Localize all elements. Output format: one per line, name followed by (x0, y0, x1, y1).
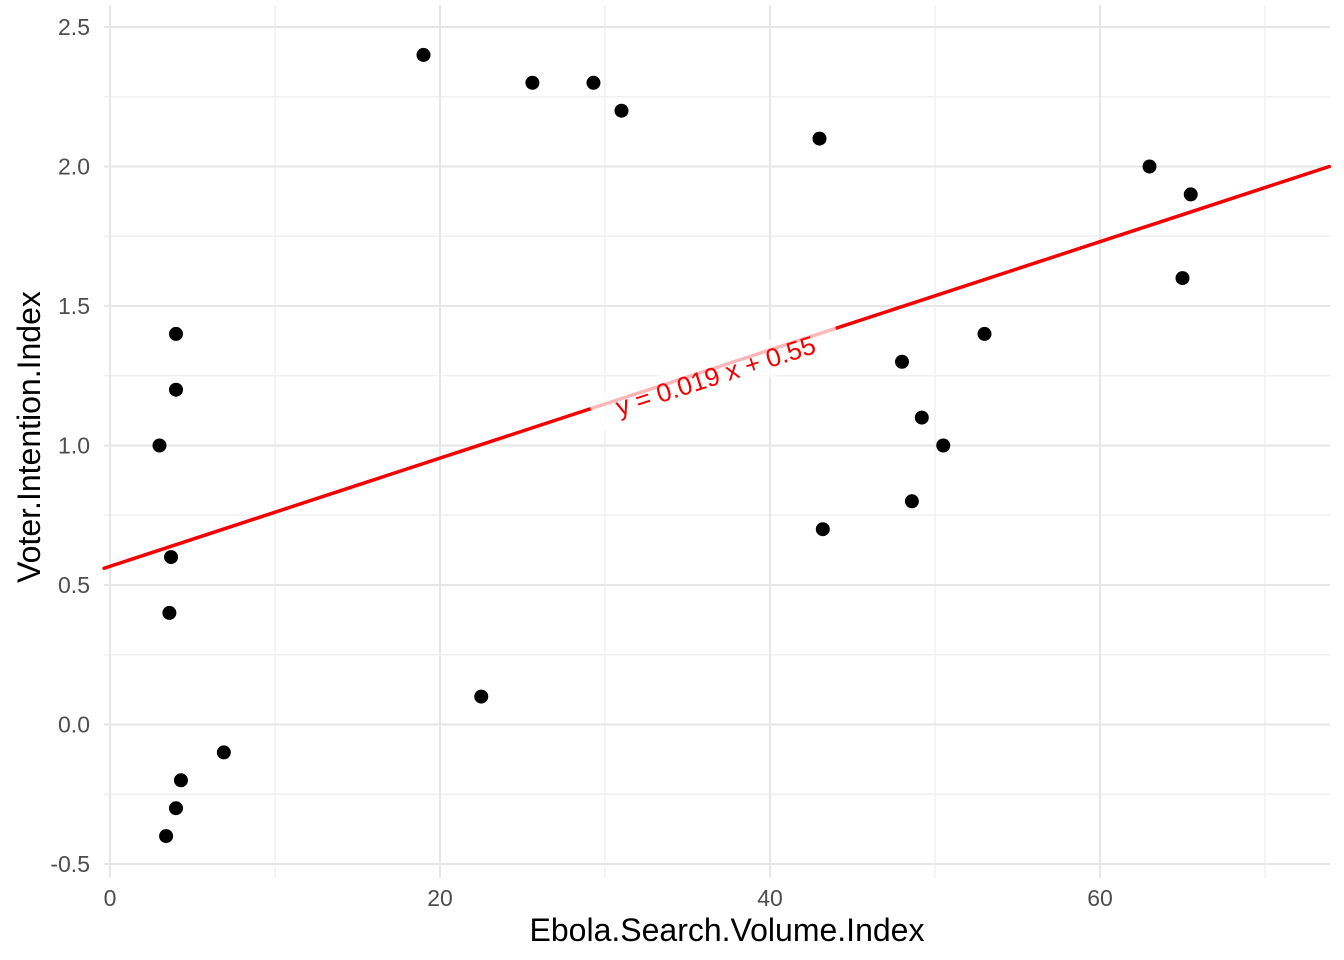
data-point (812, 131, 827, 146)
data-point (1142, 159, 1157, 174)
y-tick-label: -0.5 (50, 851, 90, 877)
x-tick-label: 60 (1087, 885, 1113, 911)
data-point (169, 801, 183, 816)
data-point (169, 382, 183, 397)
x-tick-label: 0 (104, 885, 117, 911)
x-tick-label: 20 (427, 885, 453, 911)
y-tick-label: 0.0 (58, 712, 90, 738)
data-point (173, 773, 188, 788)
data-point (1175, 271, 1190, 286)
data-point (895, 354, 909, 369)
data-point (474, 689, 489, 704)
data-point (159, 829, 174, 844)
data-point (1183, 187, 1198, 202)
data-point (162, 605, 177, 620)
data-point (416, 47, 431, 62)
y-tick-label: 2.5 (58, 14, 90, 40)
y-tick-label: 1.5 (58, 293, 90, 319)
y-tick-label: 1.0 (58, 433, 90, 459)
data-point (614, 103, 629, 118)
data-point (525, 75, 540, 90)
data-point (904, 494, 919, 509)
data-point (936, 438, 951, 453)
data-point (164, 550, 179, 565)
data-point (815, 522, 830, 537)
regression-label-plate (587, 319, 844, 433)
data-point (586, 75, 601, 90)
data-point (169, 326, 183, 341)
data-point (914, 410, 929, 425)
y-tick-label: 0.5 (58, 572, 90, 598)
data-point (977, 326, 992, 341)
x-axis-title: Ebola.Search.Volume.Index (530, 912, 925, 948)
data-point (152, 438, 167, 453)
y-tick-label: 2.0 (58, 154, 90, 180)
data-point (216, 745, 231, 760)
y-axis-title: Voter.Intention.Index (11, 291, 47, 583)
x-tick-label: 40 (757, 885, 783, 911)
